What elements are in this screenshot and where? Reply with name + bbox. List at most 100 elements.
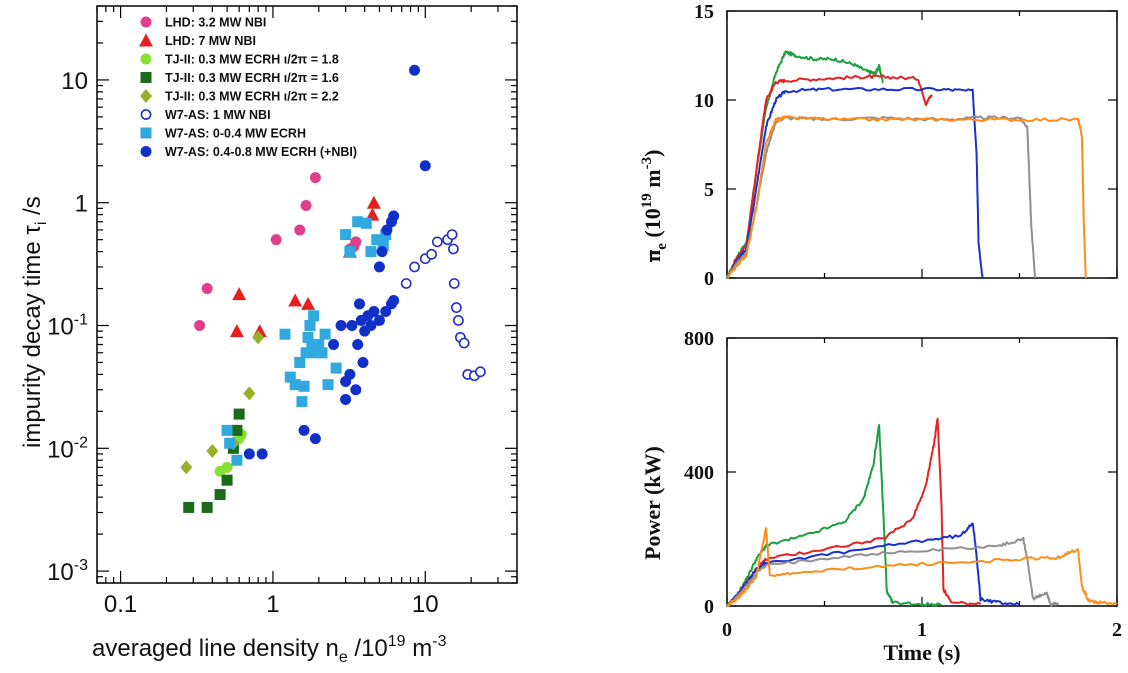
y-tick-label: 5: [704, 179, 714, 201]
data-point: [409, 261, 420, 273]
x-tick-label: 1: [917, 619, 927, 641]
power-x-axis-label: Time (s): [883, 640, 960, 665]
data-point: [346, 320, 358, 332]
data-point: [365, 320, 377, 332]
data-point: [328, 339, 340, 351]
data-point: [231, 454, 243, 466]
legend-label: W7-AS: 0.4-0.8 MW ECRH (+NBI): [165, 145, 357, 159]
data-point: [221, 424, 233, 436]
legend-item: W7-AS: 0.4-0.8 MW ECRH (+NBI): [140, 145, 357, 159]
y-tick-label: 10-1: [47, 312, 88, 341]
legend-marker: [140, 89, 152, 103]
x-tick-label: 10: [412, 591, 439, 618]
data-point: [388, 210, 400, 222]
legend-label: TJ-II: 0.3 MW ECRH ι/2π = 1.6: [165, 71, 339, 85]
data-point: [194, 320, 206, 332]
data-point: [183, 501, 195, 513]
data-point: [298, 424, 310, 436]
legend-item: TJ-II: 0.3 MW ECRH ι/2π = 1.8: [140, 53, 339, 67]
series-w7-as-1-mw-nbi: [400, 229, 486, 382]
data-point: [304, 320, 316, 332]
data-point: [289, 379, 301, 391]
trace-line-3: [726, 86, 984, 279]
data-point: [319, 328, 331, 340]
data-point: [279, 328, 291, 340]
data-point: [214, 489, 226, 501]
data-point: [221, 461, 233, 473]
data-point: [350, 236, 362, 248]
data-point: [350, 384, 362, 396]
data-point: [313, 339, 325, 351]
data-point: [322, 379, 334, 391]
left-tick-labels: 0.1 1 10 10-3 10-2 10-1 1 10: [47, 68, 439, 618]
power-axis-ticks: 0 400 800 0 1 2: [684, 328, 1122, 641]
data-point: [243, 386, 256, 401]
trace-line-1: [726, 50, 884, 278]
data-point: [453, 315, 464, 326]
legend-item: LHD: 3.2 MW NBI: [140, 16, 266, 30]
y-tick-label: 10: [61, 68, 88, 95]
legend-label: LHD: 3.2 MW NBI: [165, 16, 266, 30]
right-density-panel: 0 5 10 15 ne (1019 m-3): [639, 1, 1118, 290]
left-legend: LHD: 3.2 MW NBI LHD: 7 MW NBI TJ-II: 0.3 M…: [139, 16, 357, 159]
series-w7-as-0-4-0-8-mw-ecrh-nbi: [243, 64, 431, 460]
data-point: [373, 314, 385, 326]
left-data-marks: [180, 64, 486, 513]
data-point: [365, 207, 380, 221]
data-point: [256, 448, 268, 460]
data-point: [340, 229, 352, 241]
trace-line-1: [726, 424, 942, 607]
data-point: [400, 278, 412, 289]
legend-label: TJ-II: 0.3 MW ECRH ι/2π = 1.8: [165, 53, 339, 67]
data-point: [296, 396, 308, 408]
data-point: [446, 229, 458, 241]
data-point: [224, 437, 236, 449]
data-point: [330, 362, 342, 374]
left-scatter-panel: LHD: 3.2 MW NBI LHD: 7 MW NBI TJ-II: 0.3 M…: [19, 5, 518, 666]
y-tick-label: 15: [694, 1, 714, 23]
density-series-lines: [726, 50, 1087, 279]
data-point: [232, 287, 247, 301]
y-tick-label: 10: [694, 90, 714, 112]
data-point: [231, 424, 243, 436]
legend-label: LHD: 7 MW NBI: [165, 34, 256, 48]
x-tick-label: 0: [722, 619, 732, 641]
trace-line-4: [726, 115, 1037, 279]
data-point: [233, 408, 245, 420]
data-point: [301, 296, 316, 310]
legend-label: W7-AS: 1 MW NBI: [165, 108, 271, 122]
density-axis-ticks: 0 5 10 15: [694, 1, 1118, 290]
legend-item: TJ-II: 0.3 MW ECRH ι/2π = 1.6: [140, 71, 339, 85]
x-tick-label: 0.1: [104, 591, 137, 618]
data-point: [288, 293, 303, 307]
data-point: [373, 261, 385, 273]
data-point: [309, 433, 321, 445]
data-point: [419, 160, 431, 172]
power-series-lines: [726, 417, 1118, 607]
data-point: [354, 298, 366, 310]
legend-marker: [140, 109, 152, 120]
data-point: [284, 371, 296, 383]
data-point: [206, 444, 219, 459]
data-point: [309, 347, 321, 359]
data-point: [201, 283, 213, 295]
trace-line-2: [726, 417, 982, 607]
trace-line-3: [726, 522, 1020, 607]
data-point: [316, 347, 328, 359]
data-point: [380, 306, 392, 318]
data-point: [243, 448, 255, 460]
data-point: [300, 199, 312, 211]
data-point: [360, 217, 372, 229]
data-point: [302, 331, 314, 343]
data-point: [409, 64, 421, 76]
data-point: [381, 224, 393, 236]
data-point: [448, 278, 460, 289]
legend-label: W7-AS: 0-0.4 MW ECRH: [165, 127, 306, 141]
data-point: [426, 248, 437, 260]
data-point: [201, 501, 213, 513]
trace-line-4: [726, 536, 1059, 607]
left-axis-ticks: [96, 5, 518, 584]
data-point: [300, 347, 312, 359]
data-point: [366, 195, 381, 209]
